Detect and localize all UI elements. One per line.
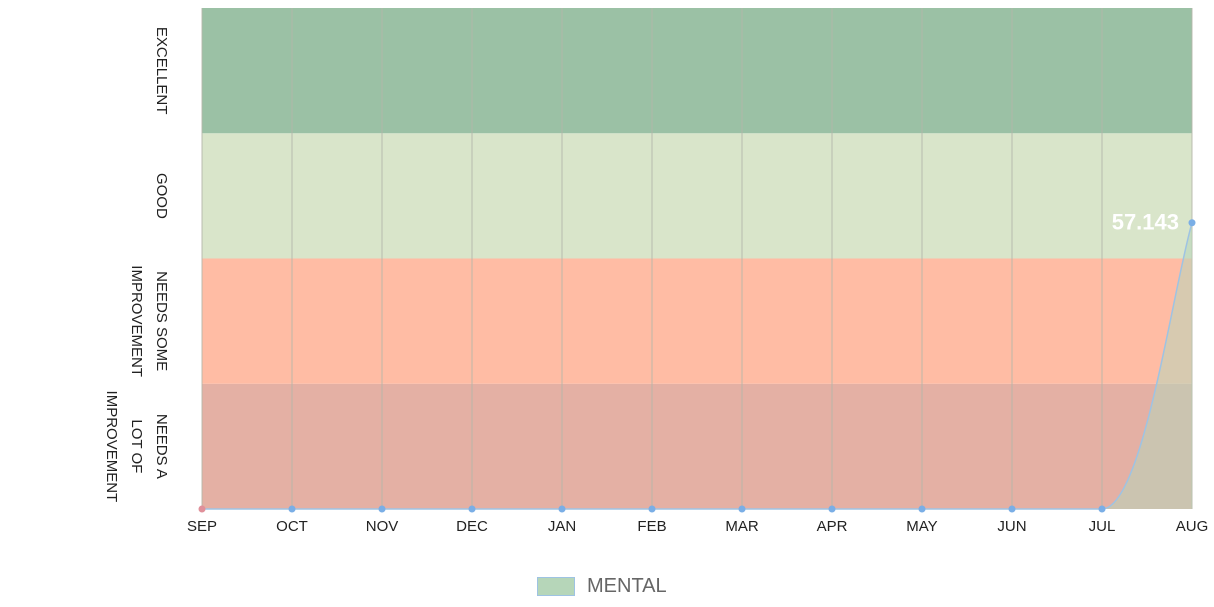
band-label-3: EXCELLENT (153, 27, 170, 115)
data-point-sep[interactable] (198, 505, 206, 513)
x-tick-jul: JUL (1089, 518, 1116, 535)
x-tick-may: MAY (906, 518, 937, 535)
data-point-feb[interactable] (648, 505, 656, 513)
legend[interactable]: MENTAL (537, 575, 667, 598)
data-point-may[interactable] (918, 505, 926, 513)
x-tick-aug: AUG (1176, 518, 1209, 535)
data-point-apr[interactable] (828, 505, 836, 513)
data-point-jan[interactable] (558, 505, 566, 513)
x-tick-jan: JAN (548, 518, 576, 535)
x-tick-nov: NOV (366, 518, 399, 535)
band-label-2: GOOD (153, 173, 170, 219)
band-2 (202, 133, 1192, 259)
data-point-dec[interactable] (468, 505, 476, 513)
band-layer (202, 8, 1192, 509)
point-layer (198, 219, 1196, 513)
band-3 (202, 8, 1192, 134)
x-tick-sep: SEP (187, 518, 217, 535)
x-tick-mar: MAR (725, 518, 759, 535)
x-tick-feb: FEB (637, 518, 666, 535)
legend-swatch-mental (537, 577, 575, 596)
band-0 (202, 383, 1192, 509)
grid-layer (201, 8, 1193, 509)
data-label-aug: 57.143 (1112, 210, 1179, 235)
x-tick-dec: DEC (456, 518, 488, 535)
data-point-oct[interactable] (288, 505, 296, 513)
label-layer: NEEDS ALOT OFIMPROVEMENT NEEDS SOMEIMPROV… (103, 27, 1208, 535)
band-label-1: NEEDS SOMEIMPROVEMENT (128, 265, 170, 377)
x-tick-oct: OCT (276, 518, 308, 535)
x-tick-jun: JUN (997, 518, 1026, 535)
band-label-0: NEEDS ALOT OFIMPROVEMENT (103, 391, 170, 503)
data-point-jul[interactable] (1098, 505, 1106, 513)
data-point-nov[interactable] (378, 505, 386, 513)
band-1 (202, 258, 1192, 384)
data-point-mar[interactable] (738, 505, 746, 513)
data-point-jun[interactable] (1008, 505, 1016, 513)
data-point-aug[interactable] (1188, 219, 1196, 227)
x-tick-apr: APR (817, 518, 848, 535)
legend-label-mental: MENTAL (587, 575, 667, 597)
